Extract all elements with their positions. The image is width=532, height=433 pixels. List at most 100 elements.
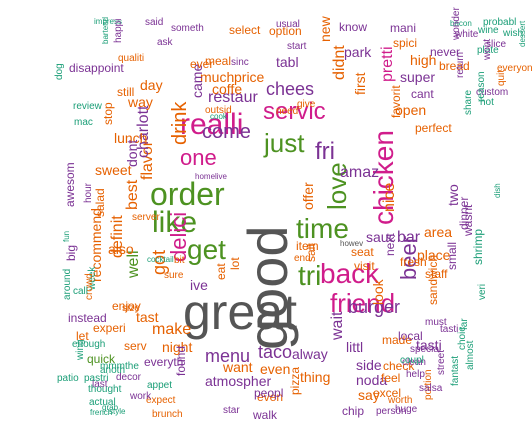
cloud-word: pretti	[379, 46, 396, 82]
cloud-word: menu	[205, 346, 251, 366]
cloud-word: home	[195, 172, 216, 181]
cloud-word: seat	[351, 245, 374, 259]
cloud-word: just	[264, 128, 305, 158]
cloud-word: give	[297, 99, 316, 110]
cloud-word: night	[162, 339, 193, 355]
cloud-word: serv	[124, 339, 147, 353]
cloud-word: ask	[157, 37, 173, 48]
cloud-word: sinc	[231, 57, 249, 68]
cloud-word: instead	[68, 311, 107, 325]
cloud-word: reason	[476, 71, 487, 102]
cloud-word: burger	[348, 297, 401, 317]
cloud-word: dont	[124, 139, 140, 167]
cloud-word: made	[382, 333, 413, 347]
cloud-word: way	[128, 94, 153, 110]
cloud-word: get	[187, 234, 226, 265]
cloud-word: wine	[478, 25, 499, 36]
cloud-word: even	[260, 361, 291, 377]
cloud-word: tri	[298, 260, 322, 291]
cloud-word: ive	[190, 277, 208, 293]
cloud-word: share	[463, 89, 474, 115]
cloud-word: feel	[381, 371, 401, 385]
cloud-word: dog	[54, 63, 65, 80]
cloud-word: review	[73, 101, 102, 112]
cloud-word: clean	[402, 357, 426, 368]
cloud-word: one	[180, 145, 217, 170]
cloud-word: sweet	[95, 162, 132, 178]
cloud-word: bacon	[450, 19, 472, 28]
cloud-word: super	[400, 69, 436, 85]
cloud-word: chip	[342, 404, 365, 418]
cloud-word: ever	[190, 57, 214, 71]
cloud-word: time	[296, 213, 349, 244]
cloud-word: wonder	[451, 7, 462, 40]
cloud-word: alway	[292, 346, 328, 362]
cloud-word: star	[223, 405, 240, 416]
cloud-word: bar	[397, 229, 421, 246]
cloud-word: work	[130, 391, 152, 402]
cloud-word: enjoy	[112, 299, 141, 313]
cloud-word: park	[344, 44, 372, 60]
cloud-word: server	[132, 212, 160, 223]
cloud-word: meal	[205, 54, 232, 68]
cloud-word: spici	[393, 36, 418, 50]
cloud-word: huge	[395, 404, 418, 415]
cloud-word: friend	[330, 288, 396, 318]
cloud-word: item	[296, 239, 319, 253]
cloud-word: someth	[171, 23, 204, 34]
cloud-word: wait	[329, 311, 346, 340]
cloud-word: last	[92, 379, 108, 390]
cloud-word: fresh	[400, 255, 427, 269]
cloud-word: size	[122, 303, 140, 314]
cloud-word: choic	[457, 326, 468, 350]
cloud-word: perfect	[415, 121, 452, 135]
cloud-word: still	[117, 85, 135, 99]
cloud-word: special	[410, 344, 442, 355]
cloud-word: noda	[356, 372, 388, 388]
cloud-word: visit	[354, 259, 375, 273]
cloud-word: even	[257, 390, 284, 404]
cloud-word: outsid	[205, 105, 232, 116]
cloud-word: around	[62, 268, 73, 300]
cloud-word: anoth	[100, 365, 126, 376]
cloud-word: cocktail	[147, 255, 174, 264]
cloud-word: happi	[113, 18, 124, 43]
cloud-word: everyon	[497, 63, 532, 74]
cloud-word: bread	[439, 59, 470, 73]
cloud-word: live	[215, 172, 228, 181]
cloud-word: open	[395, 102, 427, 118]
cloud-word: walk	[253, 408, 278, 422]
cloud-word: salt	[304, 243, 318, 262]
cloud-word: amaz	[340, 164, 380, 181]
cloud-word: select	[229, 23, 261, 37]
cloud-word: tabl	[276, 54, 299, 70]
cloud-word: awesom	[63, 162, 77, 207]
cloud-word: thought	[88, 384, 122, 395]
cloud-word: experi	[93, 321, 126, 335]
cloud-word: thing	[300, 369, 331, 385]
cloud-word: salad	[93, 188, 107, 217]
cloud-word: servic	[263, 98, 326, 125]
cloud-word: realli	[180, 108, 244, 141]
cloud-word: qualiti	[118, 53, 145, 64]
cloud-word: coffe	[212, 81, 243, 97]
cloud-word: mmmthe	[100, 361, 139, 372]
cloud-word: like	[152, 206, 198, 239]
cloud-word: veri	[477, 283, 488, 300]
cloud-word: taco	[258, 342, 293, 362]
cloud-word: make	[152, 321, 192, 338]
cloud-word: favorit	[389, 85, 403, 118]
cloud-word: place	[417, 247, 451, 263]
cloud-word: sure	[164, 270, 184, 281]
cloud-word: pastri	[84, 373, 109, 384]
cloud-word: mac	[74, 117, 93, 128]
cloud-word: also	[108, 241, 134, 257]
cloud-word: tasti	[440, 324, 459, 335]
cloud-word: return	[455, 51, 466, 78]
cloud-word: usual	[276, 19, 300, 30]
cloud-word: everyth	[144, 355, 184, 369]
cloud-word: worth	[388, 395, 413, 406]
cloud-word: option	[269, 24, 302, 38]
cloud-word: fri	[315, 138, 335, 165]
